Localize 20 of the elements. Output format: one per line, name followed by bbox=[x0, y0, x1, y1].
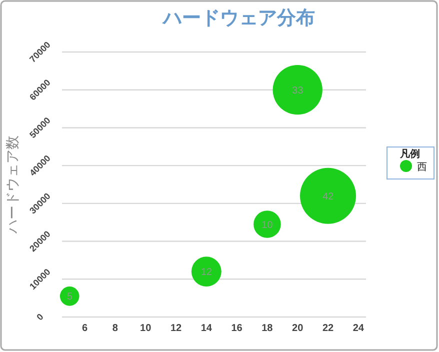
x-tick-label: 6 bbox=[82, 323, 88, 334]
y-axis-title: ハードウェア数 bbox=[4, 136, 20, 234]
chart-title: ハードウェア分布 bbox=[161, 8, 315, 29]
x-tick-label: 12 bbox=[170, 323, 182, 334]
x-tick-label: 18 bbox=[262, 323, 274, 334]
legend-label: 西 bbox=[417, 162, 427, 173]
legend-title: 凡例 bbox=[399, 148, 420, 160]
data-label: 42 bbox=[322, 191, 334, 202]
data-label: 12 bbox=[200, 267, 212, 278]
x-tick-label: 10 bbox=[140, 323, 152, 334]
x-tick-label: 8 bbox=[112, 323, 118, 334]
y-tick-label: 0 bbox=[34, 312, 46, 322]
data-label: 33 bbox=[292, 85, 304, 96]
x-tick-label: 14 bbox=[200, 323, 212, 334]
x-tick-label: 16 bbox=[231, 323, 243, 334]
x-tick-label: 20 bbox=[292, 323, 304, 334]
data-label: 5 bbox=[66, 292, 73, 303]
x-tick-label: 22 bbox=[322, 323, 334, 334]
x-tick-label: 24 bbox=[352, 323, 364, 334]
data-label: 10 bbox=[262, 220, 274, 231]
